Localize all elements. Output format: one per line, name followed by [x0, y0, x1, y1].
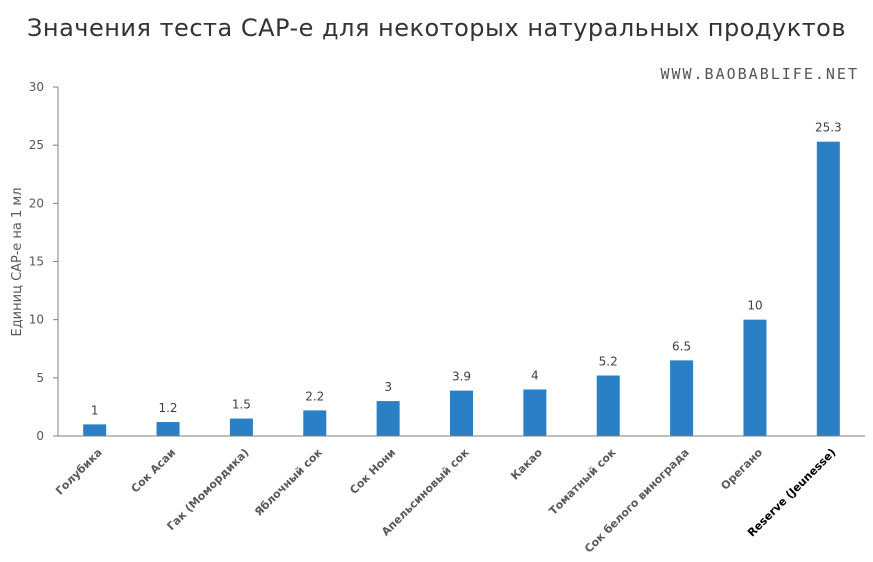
bar — [523, 389, 547, 436]
y-tick-label: 15 — [29, 255, 44, 269]
bar — [816, 141, 840, 436]
data-label: 10 — [747, 299, 762, 313]
data-label: 1.5 — [232, 398, 251, 412]
data-label: 1.2 — [158, 401, 177, 415]
data-label: 25.3 — [815, 121, 842, 135]
x-tick-label: Сок Асаи — [129, 446, 179, 496]
bar — [229, 418, 253, 436]
y-tick-label: 5 — [36, 371, 44, 385]
data-label: 5.2 — [599, 355, 618, 369]
y-tick-label: 30 — [29, 80, 44, 94]
y-tick-label: 10 — [29, 313, 44, 327]
bar — [303, 410, 327, 436]
x-tick-label: Голубика — [53, 446, 105, 498]
bar — [596, 375, 620, 436]
bar — [83, 424, 107, 436]
x-tick-label: Сок Нони — [347, 446, 398, 497]
y-axis-ticks: 0 5 10 15 20 25 30 — [29, 80, 58, 443]
data-label: 3 — [384, 380, 392, 394]
bar — [450, 390, 473, 436]
x-tick-label: Яблочный сок — [252, 446, 325, 519]
data-label: 4 — [531, 368, 539, 382]
data-label: 3.9 — [452, 370, 471, 384]
chart-title: Значения теста CAP-e для некоторых натур… — [26, 14, 847, 42]
bar — [743, 319, 767, 436]
x-tick-label: Гак (Момордика) — [164, 446, 251, 533]
x-tick-label: Какао — [508, 446, 545, 483]
y-tick-label: 25 — [29, 138, 44, 152]
data-label: 2.2 — [305, 389, 324, 403]
bar — [376, 401, 400, 436]
x-tick-label: Орегано — [718, 446, 765, 493]
bars — [83, 141, 840, 436]
bar — [670, 360, 694, 436]
bar — [156, 422, 180, 436]
data-label: 6.5 — [672, 339, 691, 353]
x-tick-label: Томатный сок — [547, 446, 619, 518]
y-tick-label: 20 — [29, 196, 44, 210]
y-tick-label: 0 — [36, 429, 44, 443]
y-axis-title: Единиц CAP-e на 1 мл — [10, 187, 25, 336]
watermark: WWW.BAOBABLIFE.NET — [660, 65, 859, 83]
data-labels: 1 1.2 1.5 2.2 3 3.9 4 5.2 6.5 10 25.3 — [91, 121, 842, 418]
data-label: 1 — [91, 403, 99, 417]
